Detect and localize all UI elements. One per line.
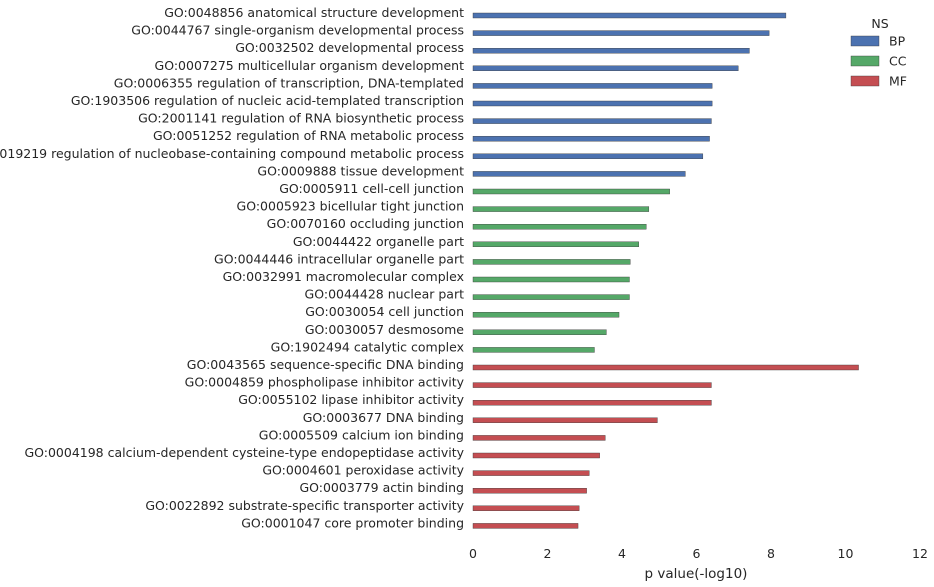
category-label-10: GO:0005911 cell-cell junction bbox=[279, 181, 464, 196]
category-label-5: GO:1903506 regulation of nucleic acid-te… bbox=[71, 93, 464, 108]
category-label-24: GO:0005509 calcium ion binding bbox=[259, 427, 464, 442]
category-label-18: GO:0030057 desmosome bbox=[305, 322, 464, 337]
category-label-15: GO:0032991 macromolecular complex bbox=[223, 269, 464, 284]
bar-20 bbox=[472, 364, 859, 371]
category-labels: GO:0048856 anatomical structure developm… bbox=[0, 5, 465, 530]
x-axis-ticks: 0 2 4 6 8 10 12 bbox=[469, 546, 928, 561]
bar-10 bbox=[472, 188, 670, 195]
category-label-13: GO:0044422 organelle part bbox=[293, 234, 464, 249]
bar-15 bbox=[472, 276, 630, 283]
legend-label-bp: BP bbox=[889, 34, 906, 49]
category-label-20: GO:0043565 sequence-specific DNA binding bbox=[187, 357, 464, 372]
category-label-28: GO:0022892 substrate-specific transporte… bbox=[145, 498, 464, 513]
category-label-27: GO:0003779 actin binding bbox=[299, 480, 464, 495]
x-tick-label-2: 4 bbox=[618, 546, 626, 561]
bar-27 bbox=[472, 488, 587, 494]
bar-13 bbox=[472, 241, 639, 248]
bar-24 bbox=[472, 435, 606, 441]
bars-group bbox=[472, 12, 859, 529]
category-label-4: GO:0006355 regulation of transcription, … bbox=[114, 75, 464, 90]
bar-2 bbox=[472, 48, 750, 54]
bar-21 bbox=[472, 382, 712, 388]
bar-25 bbox=[472, 452, 600, 459]
x-tick-label-3: 6 bbox=[693, 546, 701, 561]
legend-title: NS bbox=[871, 16, 888, 31]
bar-28 bbox=[472, 505, 580, 511]
category-label-8: GO:0019219 regulation of nucleobase-cont… bbox=[0, 146, 464, 161]
category-label-2: GO:0032502 developmental process bbox=[235, 40, 464, 55]
bar-11 bbox=[472, 206, 650, 212]
category-label-29: GO:0001047 core promoter binding bbox=[241, 515, 464, 530]
category-label-25: GO:0004198 calcium-dependent cysteine-ty… bbox=[24, 445, 464, 460]
category-label-1: GO:0044767 single-organism developmental… bbox=[131, 23, 464, 38]
category-label-17: GO:0030054 cell junction bbox=[305, 304, 464, 319]
bar-0 bbox=[472, 12, 787, 19]
category-label-12: GO:0070160 occluding junction bbox=[267, 216, 464, 231]
x-tick-label-5: 10 bbox=[838, 546, 854, 561]
bar-8 bbox=[472, 153, 704, 160]
bar-16 bbox=[472, 294, 630, 300]
bar-5 bbox=[472, 100, 713, 107]
x-tick-label-1: 2 bbox=[544, 546, 552, 561]
bar-9 bbox=[472, 171, 686, 177]
bar-12 bbox=[472, 223, 647, 230]
bar-29 bbox=[472, 523, 579, 529]
category-label-0: GO:0048856 anatomical structure developm… bbox=[164, 5, 464, 20]
legend-label-cc: CC bbox=[889, 54, 907, 69]
x-tick-label-0: 0 bbox=[469, 546, 477, 561]
bar-19 bbox=[472, 347, 595, 353]
category-label-7: GO:0051252 regulation of RNA metabolic p… bbox=[153, 128, 464, 143]
legend-swatch-cc bbox=[850, 55, 880, 67]
x-tick-label-6: 12 bbox=[912, 546, 928, 561]
bar-14 bbox=[472, 259, 631, 265]
category-label-22: GO:0055102 lipase inhibitor activity bbox=[238, 392, 464, 407]
category-label-14: GO:0044446 intracellular organelle part bbox=[214, 251, 464, 266]
bar-7 bbox=[472, 135, 710, 142]
bar-17 bbox=[472, 312, 620, 318]
bar-23 bbox=[472, 417, 658, 423]
category-label-6: GO:2001141 regulation of RNA biosyntheti… bbox=[138, 111, 464, 126]
category-label-9: GO:0009888 tissue development bbox=[257, 163, 464, 178]
bar-1 bbox=[472, 30, 770, 36]
category-label-16: GO:0044428 nuclear part bbox=[305, 287, 465, 302]
bar-26 bbox=[472, 470, 590, 476]
bar-3 bbox=[472, 65, 739, 72]
bar-18 bbox=[472, 329, 607, 335]
category-label-3: GO:0007275 multicellular organism develo… bbox=[155, 58, 465, 73]
bar-6 bbox=[472, 118, 712, 124]
legend-swatch-mf bbox=[850, 75, 880, 87]
bar-22 bbox=[472, 400, 712, 406]
x-axis-title: p value(-log10) bbox=[645, 566, 748, 582]
bar-4 bbox=[472, 83, 713, 89]
legend-entries: BP CC MF bbox=[850, 34, 907, 89]
category-label-26: GO:0004601 peroxidase activity bbox=[262, 463, 464, 478]
x-tick-label-4: 8 bbox=[767, 546, 775, 561]
legend-label-mf: MF bbox=[889, 74, 907, 89]
legend: NS BP CC MF bbox=[850, 16, 907, 89]
category-label-23: GO:0003677 DNA binding bbox=[303, 410, 464, 425]
category-label-19: GO:1902494 catalytic complex bbox=[271, 339, 464, 354]
legend-swatch-bp bbox=[850, 35, 880, 47]
category-label-11: GO:0005923 bicellular tight junction bbox=[237, 199, 464, 214]
category-label-21: GO:0004859 phospholipase inhibitor activ… bbox=[185, 375, 465, 390]
